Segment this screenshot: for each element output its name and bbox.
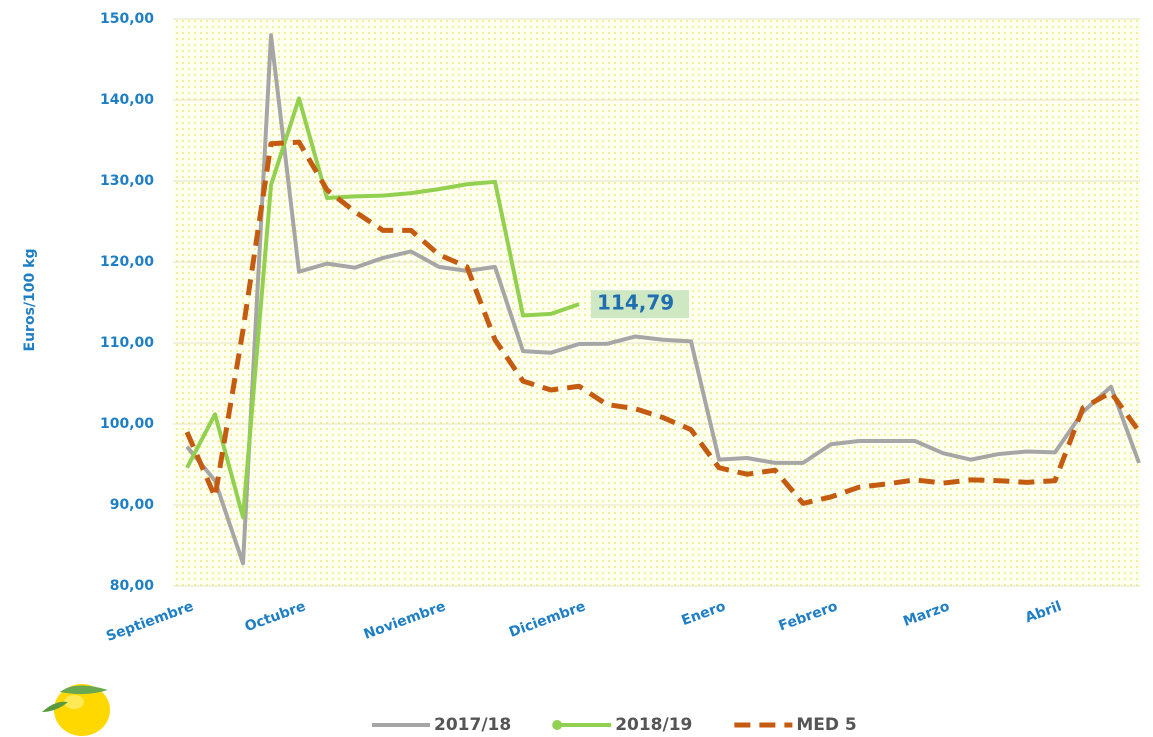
lemon-icon [42, 684, 110, 736]
x-tick-label: Noviembre [362, 598, 448, 642]
y-tick-label: 120,00 [100, 254, 154, 270]
legend-label: MED 5 [796, 715, 856, 735]
series-line [184, 139, 1142, 506]
end-label: 114,79 [597, 291, 674, 315]
series-line [185, 96, 580, 520]
x-tick-label: Octubre [243, 598, 308, 635]
legend-marker [552, 720, 563, 730]
x-tick-label: Abril [1023, 598, 1064, 626]
legend-label: 2018/19 [615, 715, 692, 735]
y-tick-label: 150,00 [100, 11, 154, 27]
x-tick-label: Marzo [901, 598, 952, 630]
y-axis-label: Euros/100 kg [22, 249, 38, 352]
x-tick-label: Septiembre [104, 598, 196, 644]
y-tick-label: 130,00 [100, 173, 154, 189]
y-tick-label: 100,00 [100, 416, 154, 432]
x-tick-label: Febrero [777, 598, 841, 634]
y-tick-label: 80,00 [110, 578, 155, 594]
legend-label: 2017/18 [434, 715, 511, 735]
x-tick-label: Diciembre [507, 598, 588, 640]
label-box [591, 290, 689, 319]
series-line [185, 33, 1141, 566]
y-tick-label: 110,00 [100, 335, 154, 351]
y-tick-label: 90,00 [110, 497, 155, 513]
x-tick-label: Enero [679, 598, 728, 629]
y-tick-label: 140,00 [100, 92, 154, 108]
